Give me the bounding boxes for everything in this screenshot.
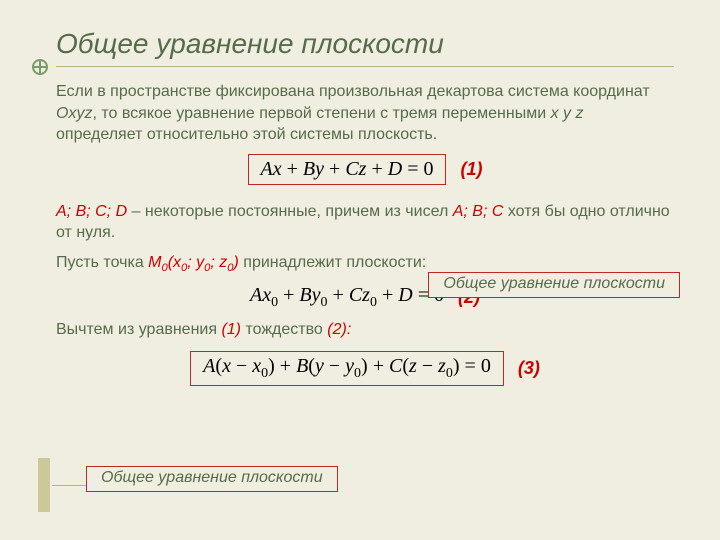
eq3-rp3: ) <box>453 355 460 377</box>
p2-abc: A; B; C <box>453 203 504 220</box>
eq2-D: D <box>398 284 412 306</box>
paragraph-2: A; B; C; D – некоторые постоянные, приче… <box>56 201 674 244</box>
equation-1-row: Ax + By + Cz + D = 0 (1) <box>56 154 674 185</box>
eq2-zs: 0 <box>370 295 377 310</box>
eq3-x0: x <box>252 355 261 377</box>
eq2-B: B <box>299 284 311 306</box>
paragraph-4: Вычтем из уравнения (1) тождество (2): <box>56 319 674 341</box>
eq1-p2: + <box>324 158 345 180</box>
footer-ornament-icon <box>38 458 50 512</box>
p1-t2: , то всякое уравнение первой степени с т… <box>92 105 550 122</box>
equation-1-label: (1) <box>460 159 482 180</box>
p4-e2: (2): <box>327 321 351 338</box>
eq2-x: x <box>262 284 271 306</box>
p3-t1: Пусть точка <box>56 254 148 271</box>
eq3-p2: + <box>368 355 389 377</box>
p2-t1: – некоторые постоянные, причем из чисел <box>127 203 453 220</box>
eq1-C: C <box>345 158 358 180</box>
eq3-y0: y <box>345 355 354 377</box>
eq3-y: y <box>315 355 324 377</box>
p1-t3: определяет относительно этой системы пло… <box>56 126 437 143</box>
eq3-rp2: ) <box>361 355 368 377</box>
eq3-rp1: ) <box>268 355 275 377</box>
equation-1: Ax + By + Cz + D = 0 <box>248 154 447 185</box>
eq2-y: y <box>312 284 321 306</box>
p4-t1: Вычтем из уравнения <box>56 321 221 338</box>
equation-3: A(x − x0) + B(y − y0) + C(z − z0) = 0 <box>190 351 504 386</box>
callout-2: Общее уравнение плоскости <box>86 466 338 492</box>
callout-1: Общее уравнение плоскости <box>428 272 680 298</box>
eq1-x: x <box>273 158 282 180</box>
equation-2: Ax0 + By0 + Cz0 + D = 0 <box>250 284 444 311</box>
eq3-m3: − <box>417 355 438 377</box>
p4-t2: тождество <box>241 321 327 338</box>
eq1-p1: + <box>282 158 303 180</box>
eq3-C: C <box>389 355 402 377</box>
eq3-lp3: ( <box>402 355 409 377</box>
eq2-C: C <box>349 284 362 306</box>
eq3-zs: 0 <box>446 366 453 381</box>
eq1-y: y <box>315 158 324 180</box>
paragraph-1: Если в пространстве фиксирована произвол… <box>56 81 674 146</box>
eq3-z: z <box>409 355 417 377</box>
p1-t1: Если в пространстве фиксирована произвол… <box>56 83 650 100</box>
eq1-eq0: = 0 <box>402 158 433 180</box>
eq1-A: A <box>261 158 273 180</box>
title-text: Общее уравнение плоскости <box>56 28 444 59</box>
p3-t2: принадлежит плоскости: <box>239 254 426 271</box>
callout-2-text: Общее уравнение плоскости <box>101 469 323 486</box>
eq3-ys: 0 <box>354 366 361 381</box>
p2-abcd: A; B; C; D <box>56 203 127 220</box>
eq3-m1: − <box>231 355 252 377</box>
eq3-z0: z <box>438 355 446 377</box>
eq2-p1: + <box>278 284 299 306</box>
equation-3-label: (3) <box>518 358 540 379</box>
eq2-A: A <box>250 284 262 306</box>
p3-s2: ; <box>210 254 219 271</box>
eq3-m2: − <box>324 355 345 377</box>
p3-y: y <box>196 254 204 271</box>
eq3-p1: + <box>275 355 296 377</box>
equation-3-row: A(x − x0) + B(y − y0) + C(z − z0) = 0 (3… <box>56 351 674 386</box>
eq2-z: z <box>362 284 370 306</box>
eq3-x: x <box>222 355 231 377</box>
title-bullet-icon <box>32 59 48 75</box>
eq2-p2: + <box>328 284 349 306</box>
callout-1-text: Общее уравнение плоскости <box>443 275 665 292</box>
eq3-A: A <box>203 355 215 377</box>
eq1-p3: + <box>366 158 387 180</box>
eq1-D: D <box>388 158 402 180</box>
p1-xyz: x y z <box>551 105 584 122</box>
eq2-ys: 0 <box>321 295 328 310</box>
slide-title: Общее уравнение плоскости <box>56 28 674 67</box>
p4-e1: (1) <box>221 321 241 338</box>
eq2-p3: + <box>377 284 398 306</box>
p1-oxyz: Oxyz <box>56 105 92 122</box>
eq3-eq0: = 0 <box>460 355 491 377</box>
slide: Общее уравнение плоскости Если в простра… <box>0 0 720 540</box>
p3-m0: M <box>148 254 161 271</box>
eq3-B: B <box>296 355 308 377</box>
eq1-B: B <box>303 158 315 180</box>
footer-rule <box>52 485 87 486</box>
p3-s1: ; <box>187 254 196 271</box>
eq3-lp2: ( <box>308 355 315 377</box>
p3-x: x <box>173 254 181 271</box>
